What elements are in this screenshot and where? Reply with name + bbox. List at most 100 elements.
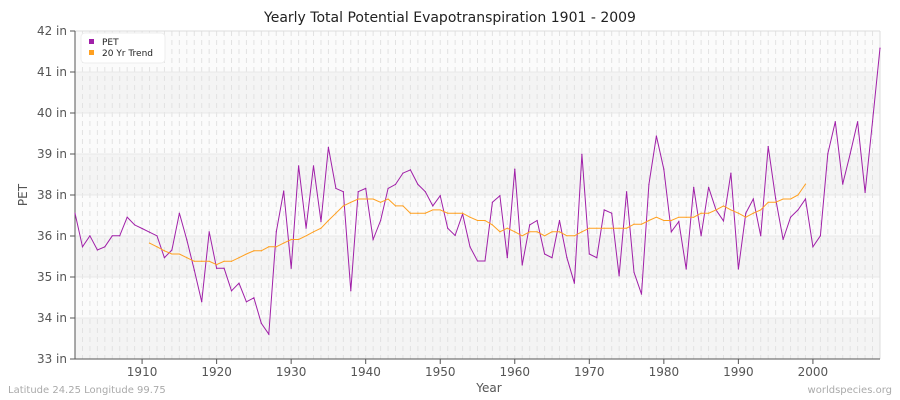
trend-data-point bbox=[693, 216, 695, 218]
pet-data-point bbox=[148, 231, 151, 233]
trend-data-point bbox=[327, 219, 330, 222]
pet-data-point bbox=[722, 220, 725, 222]
trend-data-point bbox=[290, 238, 292, 241]
pet-data-point bbox=[543, 253, 546, 255]
pet-data-point bbox=[260, 322, 262, 324]
trend-data-point bbox=[216, 264, 218, 266]
y-tick-label: 35 in bbox=[37, 270, 67, 284]
trend-data-point bbox=[551, 231, 553, 233]
y-tick-label: 40 in bbox=[37, 106, 67, 120]
trend-data-point bbox=[543, 235, 546, 237]
pet-data-point bbox=[655, 135, 657, 137]
trend-data-point bbox=[223, 260, 225, 262]
pet-data-point bbox=[283, 190, 285, 192]
pet-data-point bbox=[178, 212, 180, 214]
footer-source: worldspecies.org bbox=[808, 385, 892, 396]
pet-data-point bbox=[305, 227, 307, 229]
trend-data-point bbox=[573, 235, 575, 237]
pet-data-point bbox=[730, 172, 732, 174]
trend-data-point bbox=[245, 253, 248, 255]
trend-data-point bbox=[581, 231, 583, 233]
pet-data-point bbox=[186, 239, 188, 241]
pet-data-point bbox=[812, 246, 814, 248]
trend-data-point bbox=[402, 205, 404, 207]
trend-data-point bbox=[409, 212, 412, 214]
pet-data-point bbox=[551, 257, 553, 259]
pet-data-point bbox=[804, 198, 807, 200]
x-axis-label: Year bbox=[475, 381, 501, 395]
trend-data-point bbox=[253, 250, 255, 252]
pet-data-point bbox=[156, 235, 158, 237]
pet-data-point bbox=[357, 191, 359, 193]
trend-data-point bbox=[640, 223, 643, 225]
trend-data-point bbox=[536, 231, 538, 233]
pet-data-point bbox=[193, 269, 195, 271]
trend-data-point bbox=[454, 212, 456, 214]
pet-data-point bbox=[223, 267, 225, 269]
pet-data-point bbox=[581, 153, 583, 155]
trend-data-point bbox=[529, 231, 531, 233]
trend-data-point bbox=[171, 253, 173, 255]
pet-data-point bbox=[648, 183, 650, 186]
trend-data-point bbox=[469, 216, 471, 218]
trend-data-point bbox=[521, 235, 523, 237]
pet-data-point bbox=[447, 227, 449, 229]
x-tick-label: 1980 bbox=[649, 365, 680, 379]
trend-data-point bbox=[305, 235, 307, 237]
pet-data-point bbox=[857, 121, 859, 123]
pet-data-point bbox=[529, 224, 531, 226]
trend-data-point bbox=[737, 212, 739, 214]
trend-data-point bbox=[700, 212, 702, 214]
trend-data-point bbox=[566, 235, 568, 237]
trend-data-point bbox=[789, 198, 792, 200]
pet-data-point bbox=[350, 290, 352, 292]
trend-data-point bbox=[476, 219, 479, 222]
trend-data-point bbox=[387, 198, 389, 200]
pet-data-point bbox=[871, 121, 874, 123]
trend-data-point bbox=[380, 201, 382, 203]
trend-data-point bbox=[439, 209, 441, 211]
pet-data-point bbox=[74, 212, 76, 214]
pet-data-point bbox=[126, 216, 128, 218]
pet-data-point bbox=[670, 231, 672, 233]
y-axis-label: PET bbox=[16, 183, 30, 206]
pet-data-point bbox=[454, 234, 456, 237]
trend-data-point bbox=[611, 227, 613, 229]
pet-data-point bbox=[596, 257, 598, 259]
pet-data-point bbox=[89, 235, 91, 237]
trend-data-point bbox=[760, 209, 762, 211]
pet-data-point bbox=[163, 257, 166, 259]
pet-data-point bbox=[514, 168, 516, 170]
pet-data-point bbox=[603, 209, 605, 211]
x-tick-label: 1950 bbox=[425, 365, 456, 379]
pet-data-point bbox=[327, 146, 330, 148]
trend-data-point bbox=[588, 227, 590, 229]
pet-data-point bbox=[760, 235, 762, 237]
pet-data-point bbox=[782, 238, 784, 241]
pet-data-point bbox=[819, 235, 821, 237]
trend-data-point bbox=[745, 216, 747, 218]
pet-data-point bbox=[484, 260, 486, 262]
pet-data-point bbox=[312, 165, 315, 167]
x-tick-label: 1930 bbox=[276, 365, 307, 379]
pet-data-point bbox=[566, 257, 568, 259]
pet-data-point bbox=[119, 235, 121, 237]
pet-data-point bbox=[469, 246, 471, 248]
pet-data-point bbox=[611, 212, 613, 214]
chart-title: Yearly Total Potential Evapotranspiratio… bbox=[263, 10, 636, 26]
y-tick-label: 42 in bbox=[37, 24, 67, 38]
trend-data-point bbox=[312, 231, 315, 233]
trend-data-point bbox=[499, 231, 501, 233]
trend-data-point bbox=[357, 198, 359, 200]
pet-data-point bbox=[879, 47, 881, 49]
trend-data-point bbox=[417, 212, 419, 214]
pet-data-point bbox=[789, 216, 792, 218]
pet-data-point bbox=[394, 183, 397, 186]
pet-data-point bbox=[342, 191, 344, 193]
pet-data-point bbox=[618, 275, 620, 277]
pet-data-point bbox=[536, 219, 538, 222]
pet-data-point bbox=[864, 191, 866, 194]
trend-data-point bbox=[298, 238, 300, 241]
